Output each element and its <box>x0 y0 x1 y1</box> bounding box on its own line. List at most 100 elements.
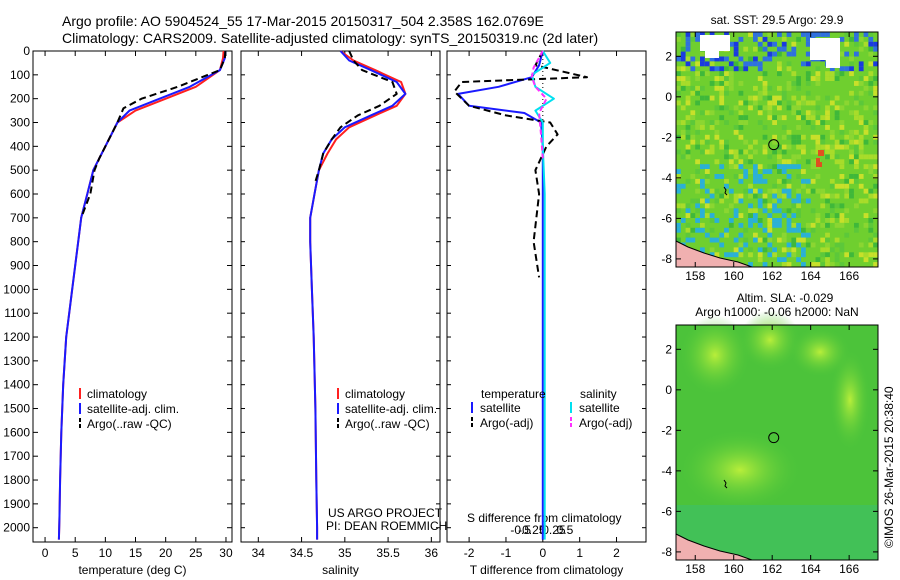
sst-pixel <box>854 159 859 165</box>
sst-pixel <box>781 232 787 238</box>
sst-pixel <box>738 90 744 96</box>
sst-pixel <box>873 164 878 170</box>
sst-pixel <box>762 46 768 52</box>
sst-pixel <box>748 188 753 194</box>
difference-xtick-top-label: -0.25 <box>518 523 546 537</box>
sst-pixel <box>801 115 806 121</box>
sst-pixel <box>805 188 811 194</box>
sst-pixel <box>738 110 744 116</box>
temperature-ytick-label: 1700 <box>3 449 30 463</box>
sst-pixel <box>685 66 691 72</box>
sst-pixel <box>767 32 773 37</box>
sst-pixel <box>753 178 758 184</box>
sst-pixel <box>767 237 773 243</box>
sst-pixel <box>844 188 850 194</box>
sst-pixel <box>796 193 801 199</box>
legend-item: Argo(-adj) <box>579 416 632 430</box>
sla_map-ytick-label: -2 <box>661 423 672 437</box>
sst-pixel <box>781 237 787 243</box>
sst-pixel <box>757 174 763 179</box>
sst-pixel <box>719 71 725 77</box>
sst-pixel <box>791 198 797 204</box>
temperature-ytick-label: 1800 <box>3 473 30 487</box>
sst-pixel <box>695 129 700 135</box>
temperature-ytick-label: 500 <box>10 163 30 177</box>
sst-pixel <box>772 115 777 121</box>
sst-pixel <box>854 178 859 184</box>
sst-pixel <box>858 90 864 96</box>
salinity-xtick-label: 34 <box>252 546 266 560</box>
sst-pixel <box>863 105 869 111</box>
sst-pixel <box>863 257 869 263</box>
sst-pixel <box>719 95 725 101</box>
temperature-ytick-label: 1300 <box>3 354 30 368</box>
sst-pixel <box>743 227 749 233</box>
sst-pixel <box>743 169 749 174</box>
sst-pixel <box>815 81 821 86</box>
sst-pixel <box>868 188 874 194</box>
sst-pixel <box>815 149 821 155</box>
sst-pixel <box>748 154 753 160</box>
sst-pixel <box>781 144 787 150</box>
sst-pixel <box>796 139 801 145</box>
sst-pixel <box>772 139 777 145</box>
sst-pixel <box>786 247 792 253</box>
sst-pixel <box>786 193 792 199</box>
sst-pixel <box>685 227 691 233</box>
sst-pixel <box>873 208 878 214</box>
sst-pixel <box>829 203 835 209</box>
sst-pixel <box>810 242 816 248</box>
sst-pixel <box>733 237 739 243</box>
salinity-series-1 <box>309 50 407 540</box>
sst-pixel <box>719 105 725 111</box>
temperature-xtick-label: 30 <box>219 546 233 560</box>
sst-pixel <box>709 237 715 243</box>
sst-pixel <box>772 188 777 194</box>
sst-pixel <box>796 222 801 228</box>
sst-pixel <box>748 183 753 189</box>
sst-pixel <box>772 193 777 199</box>
sst-pixel <box>704 188 710 194</box>
sst-pixel <box>796 76 801 81</box>
sst-pixel <box>738 247 744 253</box>
sst-pixel <box>728 61 734 67</box>
sst-pixel <box>753 46 758 52</box>
sst-pixel <box>738 149 744 155</box>
legend-item: Argo(..raw -QC) <box>345 417 430 431</box>
sst-pixel <box>849 129 854 135</box>
sst-pixel <box>815 144 821 150</box>
sst-pixel <box>733 51 739 57</box>
sst-pixel <box>849 159 854 165</box>
sst-warm-spot <box>818 150 824 156</box>
legend-item: satellite-adj. clim. <box>345 402 437 416</box>
sst-pixel <box>709 252 715 258</box>
sst-pixel <box>709 218 715 223</box>
sst-pixel <box>786 51 792 57</box>
sst-pixel <box>714 76 720 81</box>
sst-pixel <box>786 183 792 189</box>
sst-pixel <box>849 188 854 194</box>
sst-pixel <box>796 115 801 121</box>
sst-pixel <box>709 110 715 116</box>
sst-pixel <box>873 105 878 111</box>
sst-pixel <box>844 218 850 223</box>
sst-pixel <box>777 66 782 72</box>
sst-pixel <box>695 71 700 77</box>
sst-pixel <box>829 178 835 184</box>
sst-pixel <box>801 247 806 253</box>
sst-pixel <box>801 178 806 184</box>
sst-pixel <box>873 125 878 130</box>
sst-pixel <box>820 144 826 150</box>
sst-pixel <box>786 81 792 86</box>
sst-pixel <box>738 134 744 140</box>
sst-pixel <box>777 154 782 160</box>
sst-pixel <box>839 183 845 189</box>
sst-pixel <box>762 81 768 86</box>
sst-pixel <box>844 178 850 184</box>
sst-pixel <box>858 81 864 86</box>
sst-pixel <box>796 237 801 243</box>
sst-pixel <box>733 41 739 47</box>
sst-pixel <box>772 247 777 253</box>
sst-pixel <box>777 188 782 194</box>
temperature-xtick-label: 0 <box>42 546 49 560</box>
